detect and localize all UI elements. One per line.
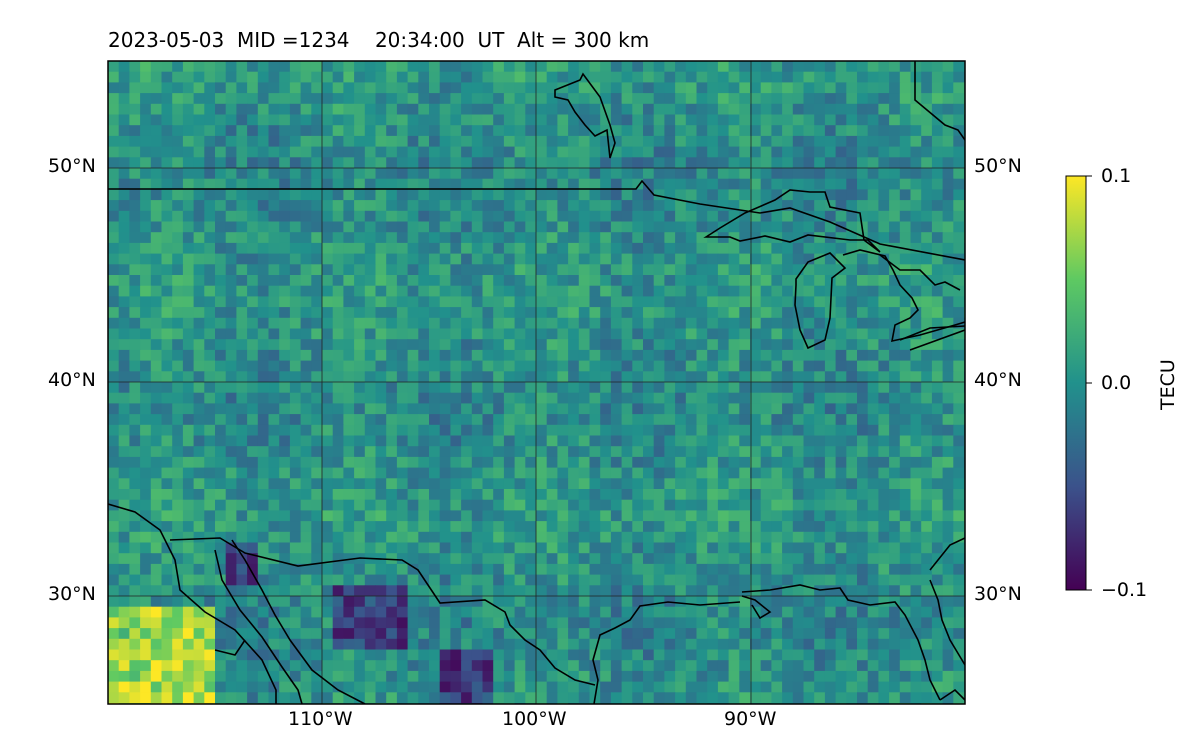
colorbar-ticks <box>1086 175 1092 591</box>
map-title: 2023-05-03 MID =1234 20:34:00 UT Alt = 3… <box>108 28 650 52</box>
lat-label-50n-right: 50°N <box>974 155 1022 177</box>
lat-label-40n-right: 40°N <box>974 369 1022 391</box>
lat-label-30n-right: 30°N <box>974 583 1022 605</box>
coastlines-and-borders <box>108 61 965 704</box>
graticule <box>108 61 965 704</box>
lon-label-90w: 90°W <box>724 708 777 730</box>
colorbar <box>1066 176 1086 590</box>
colorbar-tick-min: −0.1 <box>1101 579 1148 601</box>
map-frame <box>107 60 966 705</box>
lon-label-110w: 110°W <box>288 708 353 730</box>
lat-label-50n-left: 50°N <box>48 155 96 177</box>
colorbar-label: TECU <box>1157 359 1179 410</box>
lat-label-40n-left: 40°N <box>48 369 96 391</box>
colorbar-tick-max: 0.1 <box>1101 165 1132 187</box>
lat-label-30n-left: 30°N <box>48 583 96 605</box>
colorbar-tick-zero: 0.0 <box>1101 372 1132 394</box>
lon-label-100w: 100°W <box>502 708 567 730</box>
tec-map-field <box>108 61 965 704</box>
